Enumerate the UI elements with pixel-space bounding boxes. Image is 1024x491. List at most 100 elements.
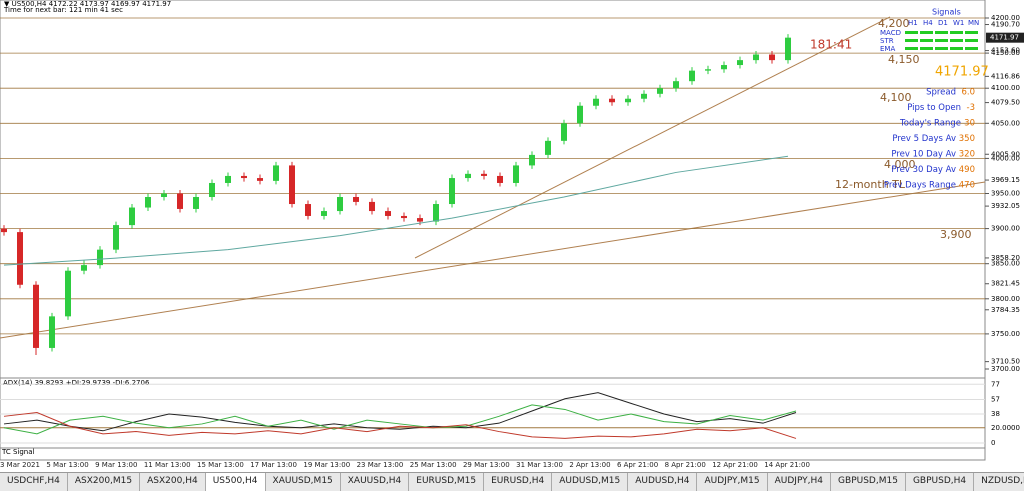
date-axis: 3 Mar 2021 5 Mar 13:00 9 Mar 13:00 11 Mar 1…	[0, 461, 810, 471]
candle-body	[353, 197, 359, 202]
signal-bar	[905, 39, 918, 42]
y-tick-label: 3700.00	[991, 365, 1020, 373]
candle-body	[97, 249, 103, 266]
candle-body	[161, 193, 167, 198]
candle-body	[417, 218, 423, 222]
info-value: 470	[959, 181, 975, 191]
y-tick-label: 3969.15	[991, 176, 1020, 184]
candle-body	[81, 265, 87, 271]
chart-tab[interactable]: USDCHF,H4	[0, 473, 68, 491]
candle-body	[737, 60, 743, 66]
candle-body	[465, 173, 471, 179]
candle-body	[401, 215, 407, 219]
y-tick-label: 4150.00	[991, 49, 1020, 57]
level-label: 4,100	[880, 91, 912, 104]
y-tick-label: 3800.00	[991, 295, 1020, 303]
x-tick-label: 19 Mar 13:00	[303, 461, 351, 469]
candle-body	[641, 93, 647, 99]
candle-body	[225, 175, 231, 183]
level-label: 3,900	[940, 228, 972, 241]
chart-tab[interactable]: EURUSD,H4	[484, 473, 553, 491]
level-label: 4,200	[878, 17, 910, 30]
x-tick-label: 12 Apr 21:00	[712, 461, 758, 469]
signal-bar	[920, 31, 933, 34]
chart-tab[interactable]: AUDJPY,H4	[768, 473, 832, 491]
y-tick-label: 3821.45	[991, 280, 1020, 288]
chart-tab[interactable]: AUDUSD,H4	[628, 473, 698, 491]
candle-body	[497, 175, 503, 183]
x-tick-label: 25 Mar 13:00	[409, 461, 457, 469]
x-tick-label: 15 Mar 13:00	[197, 461, 244, 469]
chart-tab[interactable]: ASX200,M15	[68, 473, 141, 491]
info-value: 490	[959, 165, 975, 175]
candle-body	[129, 207, 135, 226]
adx-tick-label: 38	[991, 410, 1000, 418]
info-label: Prev 30 Day Av	[891, 165, 956, 175]
signal-bar	[905, 31, 918, 34]
chart-tab[interactable]: ASX200,H4	[140, 473, 206, 491]
signal-row: STR	[880, 37, 894, 45]
signal-bar	[965, 39, 978, 42]
signal-bar	[950, 39, 963, 42]
chart-tab[interactable]: NZDUSD,M15	[974, 473, 1024, 491]
moving-average	[3, 155, 789, 266]
x-tick-label: 5 Mar 13:00	[46, 461, 89, 469]
candle-body	[625, 98, 631, 103]
signal-row: EMA	[880, 45, 895, 53]
y-tick-label: 4116.86	[991, 72, 1020, 80]
info-value: -3	[967, 103, 975, 113]
candle-body	[753, 54, 759, 61]
y-tick-label: 4005.90	[991, 150, 1020, 158]
x-tick-label: 3 Mar 2021	[0, 461, 40, 469]
signal-col: D1	[938, 19, 948, 27]
chart-tab[interactable]: XAUUSD,H4	[341, 473, 410, 491]
y-tick-label: 4200.00	[991, 14, 1020, 22]
candle-body	[785, 37, 791, 61]
signal-row: MACD	[880, 29, 901, 37]
chart-tab[interactable]: EURUSD,M15	[409, 473, 485, 491]
candle-body	[177, 193, 183, 209]
chart-tab[interactable]: AUDUSD,M15	[552, 473, 629, 491]
candle-body	[257, 178, 263, 181]
candle-body	[673, 81, 679, 89]
candle-body	[433, 204, 439, 222]
chart-tab[interactable]: GBPUSD,H4	[906, 473, 975, 491]
candle-body	[481, 173, 487, 176]
adx-tick-label: 57	[991, 396, 1000, 404]
chart-tab[interactable]: AUDJPY,M15	[697, 473, 768, 491]
header-line: ▼ US500,H4 4172.22 4173.97 4169.97 4171.…	[4, 0, 171, 8]
signal-bar	[920, 39, 933, 42]
info-value: 320	[959, 150, 975, 160]
candle-body	[193, 197, 199, 209]
info-label: Spread	[926, 88, 956, 98]
candle-body	[17, 232, 23, 285]
candle-body	[593, 98, 599, 106]
signal-bar	[965, 31, 978, 34]
signal-col: H1	[908, 19, 918, 27]
info-value: 30	[964, 119, 975, 129]
candle-body	[49, 316, 55, 348]
y-tick-label: 3858.20	[991, 254, 1020, 262]
candle-body	[449, 178, 455, 205]
adx-line	[3, 404, 797, 435]
x-tick-label: 6 Apr 21:00	[616, 461, 659, 469]
candle-body	[513, 165, 519, 183]
header-line: Time for next bar: 121 min 41 sec	[3, 6, 123, 14]
y-tick-label: 4190.70	[991, 21, 1020, 29]
chart-tab[interactable]: US500,H4	[205, 473, 266, 491]
y-tick-label: 3900.00	[991, 225, 1020, 233]
y-tick-label: 3950.00	[991, 190, 1020, 198]
candle-body	[369, 201, 375, 212]
y-tick-label: 4079.50	[991, 99, 1020, 107]
chart-tab[interactable]: GBPUSD,M15	[831, 473, 906, 491]
signal-bar	[935, 39, 948, 42]
candle-body	[145, 197, 151, 208]
chart-tab[interactable]: XAUUSD,M15	[266, 473, 341, 491]
candle-body	[337, 197, 343, 212]
candle-body	[689, 70, 695, 82]
y-tick-label: 3932.05	[991, 202, 1020, 210]
plot-frame	[0, 0, 986, 461]
candle-body	[769, 54, 775, 61]
signal-bar	[950, 31, 963, 34]
